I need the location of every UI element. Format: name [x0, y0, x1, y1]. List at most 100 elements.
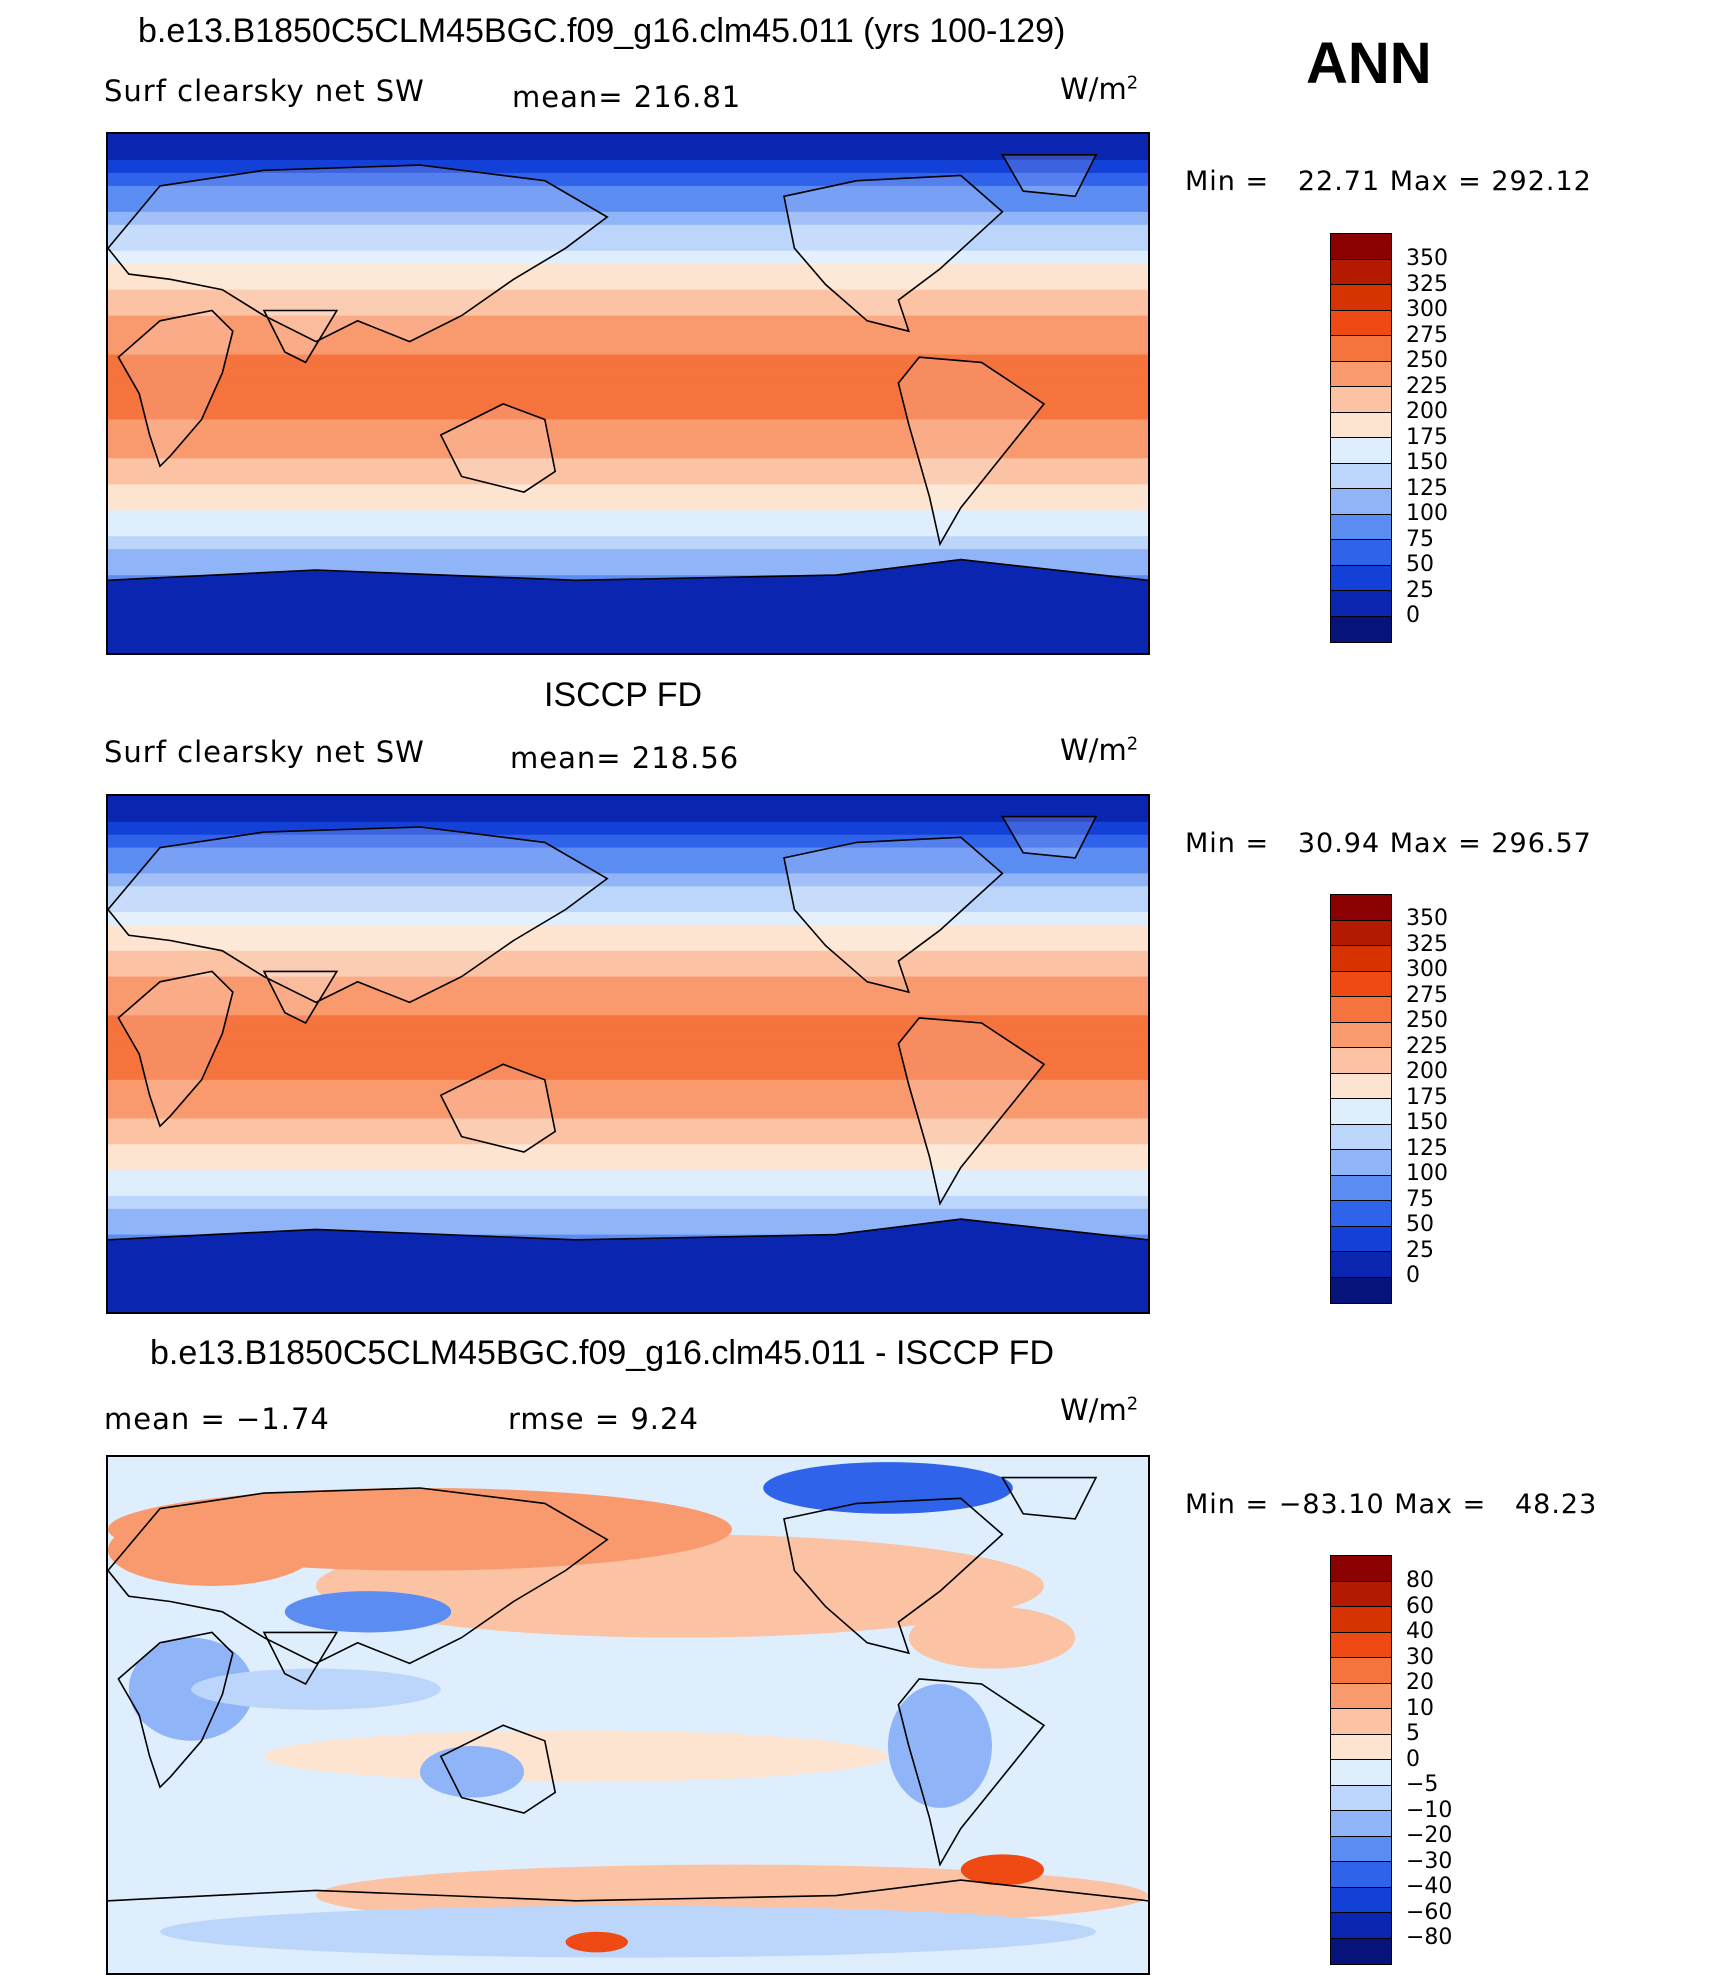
panel2-colorbar	[1330, 894, 1392, 1304]
colorbar-swatch	[1331, 412, 1391, 438]
colorbar-swatch	[1331, 1277, 1391, 1303]
field-band	[108, 1028, 1148, 1043]
field-band	[108, 1170, 1148, 1184]
coastline	[108, 826, 609, 1004]
colorbar-tick-label: 225	[1406, 373, 1448, 399]
coastline	[897, 1678, 1046, 1867]
field-band	[108, 445, 1148, 460]
field-band	[108, 796, 1148, 810]
colorbar-swatch	[1331, 514, 1391, 540]
field-band	[108, 250, 1148, 265]
field-band	[108, 198, 1148, 213]
panel3-minmax: Min = −83.10 Max = 48.23	[1185, 1489, 1598, 1520]
colorbar-tick-label: −40	[1406, 1874, 1453, 1899]
colorbar-tick-label: 0	[1406, 1746, 1420, 1772]
field-band	[108, 1105, 1148, 1120]
colorbar-swatch	[1331, 1175, 1391, 1201]
field-band	[108, 159, 1148, 174]
field-band	[108, 523, 1148, 538]
season-label: ANN	[1306, 31, 1432, 96]
colorbar-tick-label: 250	[1406, 1008, 1448, 1033]
field-band	[108, 821, 1148, 836]
colorbar-tick-label: 20	[1406, 1670, 1434, 1695]
colorbar-tick-label: 10	[1406, 1695, 1434, 1721]
field-anomaly	[108, 1513, 316, 1586]
coastline	[108, 1879, 1148, 1902]
colorbar-tick-label: 25	[1406, 1237, 1434, 1263]
colorbar-swatch	[1331, 1201, 1391, 1227]
field-band	[108, 1195, 1148, 1210]
colorbar-tick-label: 50	[1406, 552, 1434, 577]
field-band	[108, 1157, 1148, 1172]
land-shade	[264, 310, 337, 363]
colorbar-tick-label: 225	[1406, 1033, 1448, 1059]
field-band	[108, 549, 1148, 564]
coastline	[897, 356, 1046, 547]
land-shade	[440, 403, 556, 493]
field-band	[108, 211, 1148, 226]
colorbar-swatch	[1331, 438, 1391, 464]
field-anomaly	[960, 1854, 1044, 1886]
coastline	[262, 1631, 339, 1686]
colorbar-swatch	[1331, 463, 1391, 489]
field-band	[108, 976, 1148, 991]
colorbar-tick-label: 275	[1406, 322, 1448, 348]
land-shade	[118, 971, 233, 1127]
colorbar-tick-label: 80	[1406, 1568, 1434, 1593]
field-anomaly	[264, 1730, 888, 1783]
field-band	[108, 1041, 1148, 1055]
land-shade	[1002, 154, 1096, 197]
field-band	[108, 873, 1148, 888]
land-shade	[784, 837, 1003, 993]
land-shade	[108, 827, 608, 1003]
field-band	[108, 432, 1148, 447]
field-band	[108, 1079, 1148, 1094]
land-shade	[108, 165, 608, 342]
coastline	[1001, 153, 1098, 198]
field-anomaly	[420, 1745, 524, 1798]
land-shade	[440, 1064, 556, 1152]
colorbar-tick-label: −30	[1406, 1848, 1453, 1874]
colorbar-swatch	[1331, 1836, 1391, 1862]
field-anomaly	[160, 1905, 1096, 1958]
colorbar-swatch	[1331, 1913, 1391, 1939]
land-shade	[1002, 816, 1096, 858]
land-shade	[898, 357, 1044, 544]
field-band	[108, 471, 1148, 486]
coastline	[108, 1218, 1148, 1241]
panel3-map	[106, 1455, 1150, 1975]
field-band	[108, 302, 1148, 317]
field-band	[108, 367, 1148, 382]
colorbar-swatch	[1331, 1887, 1391, 1913]
colorbar-swatch	[1331, 1658, 1391, 1684]
coastline	[117, 309, 234, 468]
colorbar-swatch	[1331, 1048, 1391, 1074]
field-band	[108, 1118, 1148, 1133]
colorbar-tick-label: −60	[1406, 1899, 1453, 1925]
field-anomaly	[284, 1591, 452, 1633]
colorbar-swatch	[1331, 1632, 1391, 1658]
coastline	[783, 174, 1004, 333]
field-band	[108, 328, 1148, 343]
colorbar-swatch	[1331, 310, 1391, 336]
colorbar-swatch	[1331, 1150, 1391, 1176]
panel3-colorbar	[1330, 1555, 1392, 1965]
field-band	[108, 134, 1148, 148]
coastline	[108, 164, 609, 343]
colorbar-swatch	[1331, 895, 1391, 921]
land-shade	[264, 971, 337, 1023]
colorbar-swatch	[1331, 1226, 1391, 1252]
field-band	[108, 1092, 1148, 1107]
colorbar-swatch	[1331, 489, 1391, 515]
field-band	[108, 886, 1148, 901]
colorbar-swatch	[1331, 234, 1391, 260]
field-band	[108, 834, 1148, 849]
colorbar-swatch	[1331, 285, 1391, 311]
colorbar-swatch	[1331, 1581, 1391, 1607]
land-shade	[898, 1017, 1044, 1204]
colorbar-tick-label: 75	[1406, 526, 1434, 552]
field-band	[108, 536, 1148, 551]
panel3-rmse-label: rmse = 9.24	[508, 1402, 699, 1436]
field-band	[108, 341, 1148, 356]
coastline	[108, 558, 1148, 582]
